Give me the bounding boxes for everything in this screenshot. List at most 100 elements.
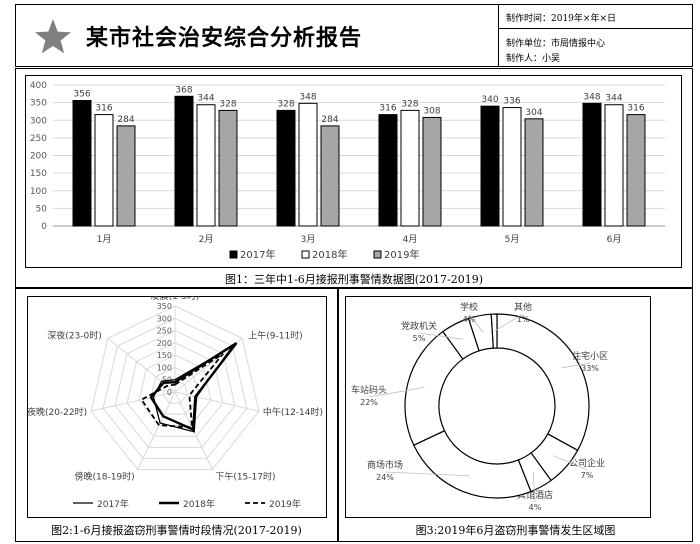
legend-label: 2019年 [269, 498, 301, 510]
bar-2017年 [72, 100, 92, 227]
donut-value-label: 7% [581, 471, 594, 480]
radar-grid-ring [114, 330, 236, 448]
bar-value-label: 308 [423, 106, 440, 116]
radar-spoke [174, 391, 259, 412]
bar-value-label: 336 [503, 97, 520, 107]
fig2-caption: 图2:1-6月接报盗窃刑事警情时段情况(2017-2019) [51, 524, 302, 537]
y-tick-label: 250 [30, 134, 47, 144]
bar-value-label: 328 [277, 99, 294, 109]
fig3-plot-box [345, 296, 651, 518]
radar-axis-label: 下午(15-17时) [215, 470, 275, 482]
donut-label: 商场市场 [367, 459, 403, 471]
bar-2018年 [298, 102, 318, 227]
bar-value-label: 316 [379, 104, 396, 114]
bar-2017年 [582, 102, 602, 227]
y-tick-label: 350 [30, 99, 47, 109]
radar-tick-label: 200 [157, 339, 172, 348]
donut-value-label: 5% [413, 334, 426, 343]
bar-value-label: 348 [583, 92, 600, 102]
legend-label: 2017年 [97, 498, 129, 510]
bar-2018年 [94, 114, 114, 227]
bar-value-label: 344 [197, 94, 214, 104]
bar-2017年 [378, 114, 398, 227]
radar-grid-ring [138, 354, 212, 426]
fig1-frame [15, 68, 693, 288]
author-line: 制作人：小吴 [506, 54, 561, 64]
radar-spoke [91, 391, 176, 412]
x-tick-label: 1月 [97, 234, 112, 245]
donut-label: 住宅小区 [572, 350, 608, 362]
bar-2017年 [276, 109, 296, 227]
bar-2019年 [320, 125, 340, 227]
donut-slice-车站码头 [404, 330, 464, 446]
bar-value-label: 316 [95, 104, 112, 114]
radar-axis-label: 凌晨(1-5时) [151, 296, 200, 302]
bar-value-label: 284 [321, 115, 338, 125]
donut-slice-商场市场 [412, 429, 532, 499]
legend-swatch-2018年 [301, 250, 310, 259]
radar-axis-label: 中午(12-14时) [263, 406, 323, 418]
donut-leader-line [561, 362, 591, 369]
header-frame [15, 4, 693, 67]
header-divider-h [498, 28, 693, 29]
donut-label: 其他 [514, 301, 532, 313]
bar-value-label: 304 [525, 108, 542, 118]
y-tick-label: 300 [30, 116, 47, 126]
bar-value-label: 344 [605, 94, 622, 104]
donut-slice-其他 [490, 313, 498, 349]
donut-value-label: 4% [463, 315, 476, 324]
radar-axis-label: 上午(9-11时) [248, 329, 302, 341]
legend-swatch-2017年 [229, 250, 238, 259]
bar-value-label: 368 [175, 85, 192, 95]
bar-2019年 [524, 118, 544, 227]
fig3-caption: 图3:2019年6月盗窃刑事警情发生区域图 [415, 524, 616, 537]
bar-value-label: 328 [219, 99, 236, 109]
bar-value-label: 284 [117, 115, 134, 125]
x-tick-label: 6月 [607, 234, 622, 245]
unit-line: 制作单位：市局情报中心 [506, 39, 606, 49]
donut-label: 公司企业 [569, 457, 605, 469]
donut-leader-line [553, 455, 588, 471]
radar-series-2018年 [149, 341, 238, 432]
y-tick-label: 150 [30, 169, 47, 179]
bar-value-label: 356 [73, 90, 90, 100]
bar-value-label: 340 [481, 95, 498, 105]
bar-value-label: 348 [299, 92, 316, 102]
donut-leader-line [532, 471, 536, 503]
donut-chart: 住宅小区33%公司企业7%宾馆酒店4%商场市场24%车站码头22%党政机关5%学… [351, 301, 608, 512]
radar-axis-label: 夜晚(20-22时) [27, 406, 87, 418]
x-tick-label: 3月 [301, 234, 316, 245]
donut-value-label: 4% [529, 503, 542, 512]
donut-label: 党政机关 [401, 320, 437, 332]
legend-label: 2018年 [183, 498, 215, 510]
y-tick-label: 100 [30, 187, 47, 197]
donut-label: 车站码头 [351, 384, 387, 396]
donut-leader-line [494, 313, 524, 332]
bar-2017年 [480, 105, 500, 227]
report-title: 某市社会治安综合分析报告 [86, 25, 363, 51]
radar-tick-label: 100 [157, 363, 172, 372]
y-tick-label: 200 [30, 152, 47, 162]
date-line: 制作时间：2019年×年×日 [506, 14, 616, 24]
legend-label: 2019年 [384, 248, 419, 261]
header-divider [498, 4, 499, 67]
legend-swatch-2019年 [373, 250, 382, 259]
donut-leader-line [468, 313, 484, 333]
radar-grid-ring [102, 317, 248, 459]
donut-value-label: 24% [376, 473, 394, 482]
bar-2018年 [604, 104, 624, 227]
fig1-plot-box [25, 75, 682, 268]
legend-label: 2018年 [312, 248, 347, 261]
donut-leader-line [368, 386, 425, 398]
fig1-caption: 图1：三年中1-6月接报刑事警情数据图(2017-2019) [225, 273, 483, 286]
bar-value-label: 316 [627, 104, 644, 114]
radar-tick-label: 250 [157, 327, 172, 336]
radar-grid-ring [150, 366, 200, 415]
legend-label: 2017年 [240, 248, 275, 261]
bar-2018年 [400, 109, 420, 227]
star-icon [35, 19, 71, 54]
fig2-frame [15, 288, 338, 542]
radar-tick-label: 150 [157, 351, 172, 360]
donut-leader-line [418, 332, 464, 340]
radar-axis-label: 傍晚(18-19时) [74, 470, 134, 482]
